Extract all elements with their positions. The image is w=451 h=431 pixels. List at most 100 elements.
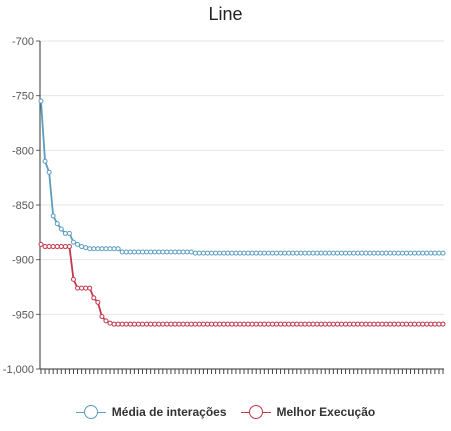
data-point xyxy=(229,250,235,256)
data-point xyxy=(424,250,430,256)
data-point xyxy=(217,250,223,256)
data-point xyxy=(245,250,251,256)
data-point xyxy=(265,250,271,256)
data-point xyxy=(241,250,247,256)
data-point xyxy=(278,250,284,256)
data-point xyxy=(180,321,186,327)
data-point xyxy=(278,321,284,327)
y-tick-label: -900 xyxy=(12,255,34,267)
data-point xyxy=(115,246,121,252)
data-point xyxy=(70,276,76,282)
y-tick-label: -800 xyxy=(12,145,34,157)
data-point xyxy=(209,321,215,327)
data-point xyxy=(188,321,194,327)
data-point xyxy=(306,250,312,256)
data-point xyxy=(87,246,93,252)
data-point xyxy=(192,321,198,327)
legend-item-melhor[interactable]: Melhor Execução xyxy=(240,404,375,420)
data-point xyxy=(302,321,308,327)
data-point xyxy=(294,321,300,327)
legend: Média de interações Melhor Execução xyxy=(0,404,451,420)
data-point xyxy=(367,250,373,256)
data-point xyxy=(347,250,353,256)
data-point xyxy=(326,321,332,327)
data-point xyxy=(395,321,401,327)
data-point xyxy=(229,321,235,327)
data-point xyxy=(38,241,44,247)
data-point xyxy=(274,321,280,327)
data-point xyxy=(135,321,141,327)
data-point xyxy=(42,158,48,164)
data-point xyxy=(334,250,340,256)
data-point xyxy=(338,250,344,256)
data-point xyxy=(432,250,438,256)
data-point xyxy=(66,230,72,236)
data-point xyxy=(103,318,109,324)
data-point xyxy=(351,250,357,256)
data-point xyxy=(286,321,292,327)
data-point xyxy=(87,285,93,291)
data-point xyxy=(306,321,312,327)
data-point xyxy=(343,250,349,256)
data-point xyxy=(334,321,340,327)
data-point xyxy=(103,246,109,252)
data-point xyxy=(367,321,373,327)
data-point xyxy=(249,250,255,256)
data-point xyxy=(432,321,438,327)
chart-title: Line xyxy=(208,4,243,24)
data-point xyxy=(326,250,332,256)
data-point xyxy=(58,244,64,250)
data-point xyxy=(310,250,316,256)
data-point xyxy=(274,250,280,256)
data-point xyxy=(412,321,418,327)
data-point xyxy=(180,249,186,255)
data-point xyxy=(221,250,227,256)
data-point xyxy=(176,321,182,327)
data-point xyxy=(379,321,385,327)
legend-item-media[interactable]: Média de interações xyxy=(75,404,227,420)
data-point xyxy=(245,321,251,327)
data-point xyxy=(75,241,81,247)
data-point xyxy=(62,230,68,236)
data-point xyxy=(322,321,328,327)
data-point xyxy=(290,250,296,256)
data-point xyxy=(115,321,121,327)
data-point xyxy=(375,250,381,256)
y-tick-label: -750 xyxy=(12,91,34,103)
data-point xyxy=(383,321,389,327)
y-tick-label: -700 xyxy=(12,36,34,48)
data-point xyxy=(375,321,381,327)
data-point xyxy=(91,246,97,252)
data-point xyxy=(355,321,361,327)
data-point xyxy=(237,321,243,327)
data-point xyxy=(351,321,357,327)
y-tick-label: -1,000 xyxy=(3,364,34,376)
data-point xyxy=(184,249,190,255)
data-point xyxy=(127,249,133,255)
data-point xyxy=(131,321,137,327)
data-point xyxy=(160,321,166,327)
data-point xyxy=(261,250,267,256)
data-point xyxy=(123,321,129,327)
data-point xyxy=(176,249,182,255)
data-point xyxy=(217,321,223,327)
data-point xyxy=(75,285,81,291)
data-point xyxy=(233,250,239,256)
data-point xyxy=(131,249,137,255)
data-point xyxy=(440,250,446,256)
data-point xyxy=(355,250,361,256)
data-point xyxy=(83,285,89,291)
data-point xyxy=(196,250,202,256)
data-point xyxy=(99,246,105,252)
data-point xyxy=(140,249,146,255)
data-point xyxy=(188,249,194,255)
data-point xyxy=(420,250,426,256)
data-point xyxy=(257,250,263,256)
data-point xyxy=(148,249,154,255)
data-point xyxy=(294,250,300,256)
data-point xyxy=(107,320,113,326)
data-point xyxy=(314,321,320,327)
data-point xyxy=(99,314,105,320)
data-point xyxy=(269,321,275,327)
